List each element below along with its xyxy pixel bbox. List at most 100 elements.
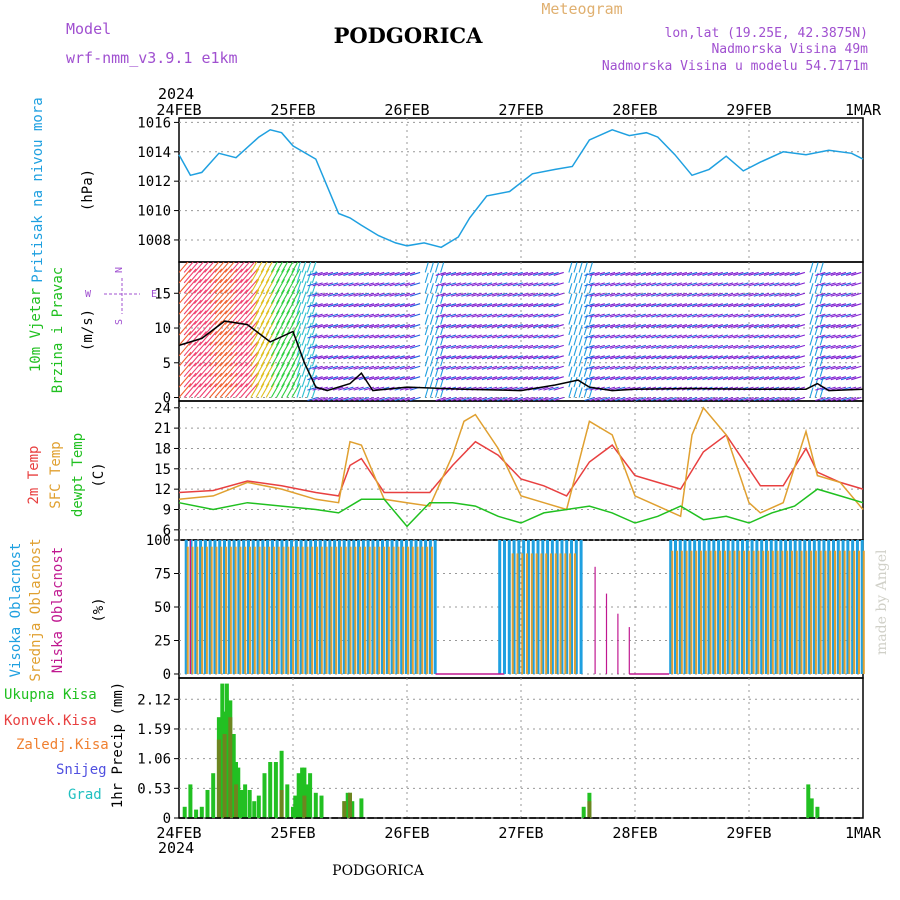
wind-barb (733, 282, 744, 287)
wind-barb (671, 271, 682, 276)
wind-barb (389, 271, 400, 276)
wind-barb (840, 292, 852, 297)
wind-barb (779, 313, 790, 318)
wind-barb (522, 365, 534, 370)
wind-barb (851, 355, 862, 360)
wind-barb (286, 289, 296, 304)
wind-barb (199, 299, 212, 315)
wind-barb (651, 376, 662, 381)
mid-cloud-bar (402, 546, 405, 674)
mid-cloud-bar (728, 550, 731, 674)
wind-barb (686, 365, 698, 370)
wind-barb (270, 341, 280, 357)
wind-barb (543, 271, 554, 276)
wind-barb (763, 396, 775, 401)
wind-barb (497, 365, 508, 370)
wind-barb (707, 271, 718, 276)
wind-barb (358, 271, 369, 276)
wind-barb (707, 376, 718, 381)
precip-total-bar (809, 798, 814, 818)
wind-barb (404, 396, 416, 401)
wind-barb (429, 387, 434, 398)
wind-barb (784, 376, 795, 381)
mid-cloud-bar (699, 550, 702, 674)
high-cloud-bar (251, 540, 255, 674)
high-cloud-bar (409, 540, 413, 674)
wind-barb (424, 335, 429, 346)
wind-barb (578, 366, 583, 377)
wind-barb (830, 376, 841, 381)
wind-barb (317, 365, 328, 370)
wind-barb (784, 303, 795, 308)
wind-barb (717, 324, 729, 329)
high-cloud-bar (242, 540, 246, 674)
high-cloud-bar (678, 540, 682, 674)
wind-barb (445, 396, 457, 401)
y-tick-label: 15 (154, 286, 171, 302)
wind-barb (599, 344, 611, 349)
wind-barb (343, 396, 354, 401)
wind-barb (738, 271, 749, 276)
top-x-tick-label: 28FEB (612, 101, 657, 119)
wind-barb (743, 271, 754, 276)
wind-barb (681, 303, 693, 308)
wind-barb (399, 292, 411, 297)
wind-barb (445, 334, 457, 339)
wind-barb (265, 341, 275, 357)
wind-barb (322, 355, 334, 360)
wind-barb (840, 303, 852, 308)
wind-barb (830, 386, 841, 391)
wind-barb (502, 282, 513, 287)
wind-barb (179, 383, 192, 398)
wind-barb (404, 334, 416, 339)
wind-barb (809, 356, 814, 367)
mid-cloud-bar (426, 546, 429, 674)
mid-cloud-bar (359, 546, 362, 674)
wind-barb (820, 334, 831, 339)
wind-barb (291, 268, 301, 284)
wind-barb (374, 344, 385, 349)
wind-barb (656, 292, 667, 297)
wind-barb (738, 292, 749, 297)
wind-barb (743, 313, 754, 318)
wind-barb (686, 303, 698, 308)
wind-barb (594, 334, 605, 339)
wind-barb (476, 282, 487, 287)
wind-barb (707, 282, 718, 287)
wind-barb (584, 324, 595, 329)
wind-barb (573, 314, 578, 325)
wind-barb (188, 262, 199, 273)
wind-barb (338, 386, 349, 391)
wind-barb (317, 355, 328, 360)
wind-barb (645, 355, 657, 360)
wind-barb (697, 396, 708, 401)
mid-cloud-bar (559, 553, 562, 674)
wind-barb (306, 364, 312, 377)
wind-barb (338, 313, 349, 318)
wind-barb (769, 355, 780, 360)
wind-barb (774, 324, 785, 329)
mid-cloud-bar (201, 546, 204, 674)
wind-barb (743, 292, 754, 297)
wind-barb (779, 303, 790, 308)
wind-barb (384, 365, 395, 370)
wind-barb (846, 313, 857, 318)
wind-barb (686, 344, 698, 349)
high-cloud-bar (846, 540, 850, 674)
wind-barb (466, 355, 477, 360)
wind-barb (820, 324, 831, 329)
wind-barb (676, 355, 688, 360)
wind-barb (183, 351, 197, 367)
wind-barb (450, 355, 462, 360)
wind-barb (348, 282, 359, 287)
wind-barb (301, 374, 307, 388)
wind-barb (409, 303, 421, 308)
mid-cloud-bar (344, 546, 347, 674)
wind-barb (666, 376, 677, 381)
wind-barb (384, 303, 395, 308)
temp-label-2: SFC Temp (48, 441, 64, 508)
high-cloud-bar (693, 540, 697, 674)
wind-barb (533, 313, 544, 318)
wind-barb (281, 362, 291, 377)
